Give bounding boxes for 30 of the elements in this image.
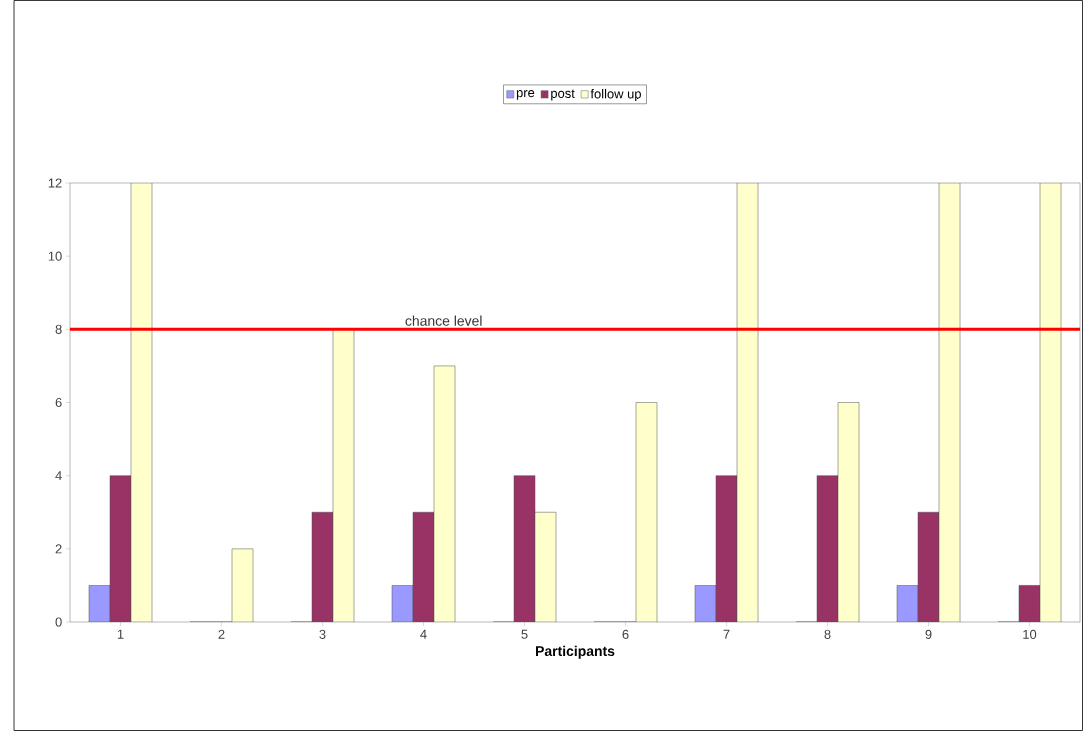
x-axis-title: Participants — [536, 645, 615, 659]
bar — [513, 475, 536, 622]
bar — [816, 475, 839, 622]
y-tick-label: 10 — [48, 251, 62, 261]
x-tick-label: 9 — [925, 629, 932, 639]
bar — [333, 329, 355, 622]
ref-line-label: chance level — [405, 315, 482, 326]
bar — [433, 365, 456, 622]
x-tick-label: 7 — [723, 629, 730, 639]
legend-label: post — [551, 89, 575, 101]
x-tick-label: 3 — [319, 629, 326, 639]
y-tick-label: 0 — [55, 617, 62, 627]
bar — [715, 475, 738, 622]
y-tick-label: 12 — [48, 178, 62, 188]
bar — [837, 402, 860, 622]
x-tick-label: 6 — [622, 629, 629, 639]
bar — [635, 402, 658, 622]
legend-label: pre — [516, 90, 535, 100]
x-tick-label: 5 — [521, 629, 528, 639]
legend-label: follow up — [590, 88, 641, 101]
x-tick-label: 8 — [824, 629, 831, 639]
x-tick-label: 10 — [1023, 629, 1037, 639]
x-tick-label: 1 — [117, 629, 124, 639]
bar — [109, 475, 132, 622]
x-tick-label: 2 — [218, 629, 225, 639]
x-tick-label: 4 — [420, 629, 427, 639]
y-tick-label: 8 — [55, 324, 62, 334]
y-tick-label: 6 — [55, 397, 62, 408]
y-tick-label: 2 — [55, 544, 62, 554]
y-tick-label: 4 — [55, 471, 62, 481]
